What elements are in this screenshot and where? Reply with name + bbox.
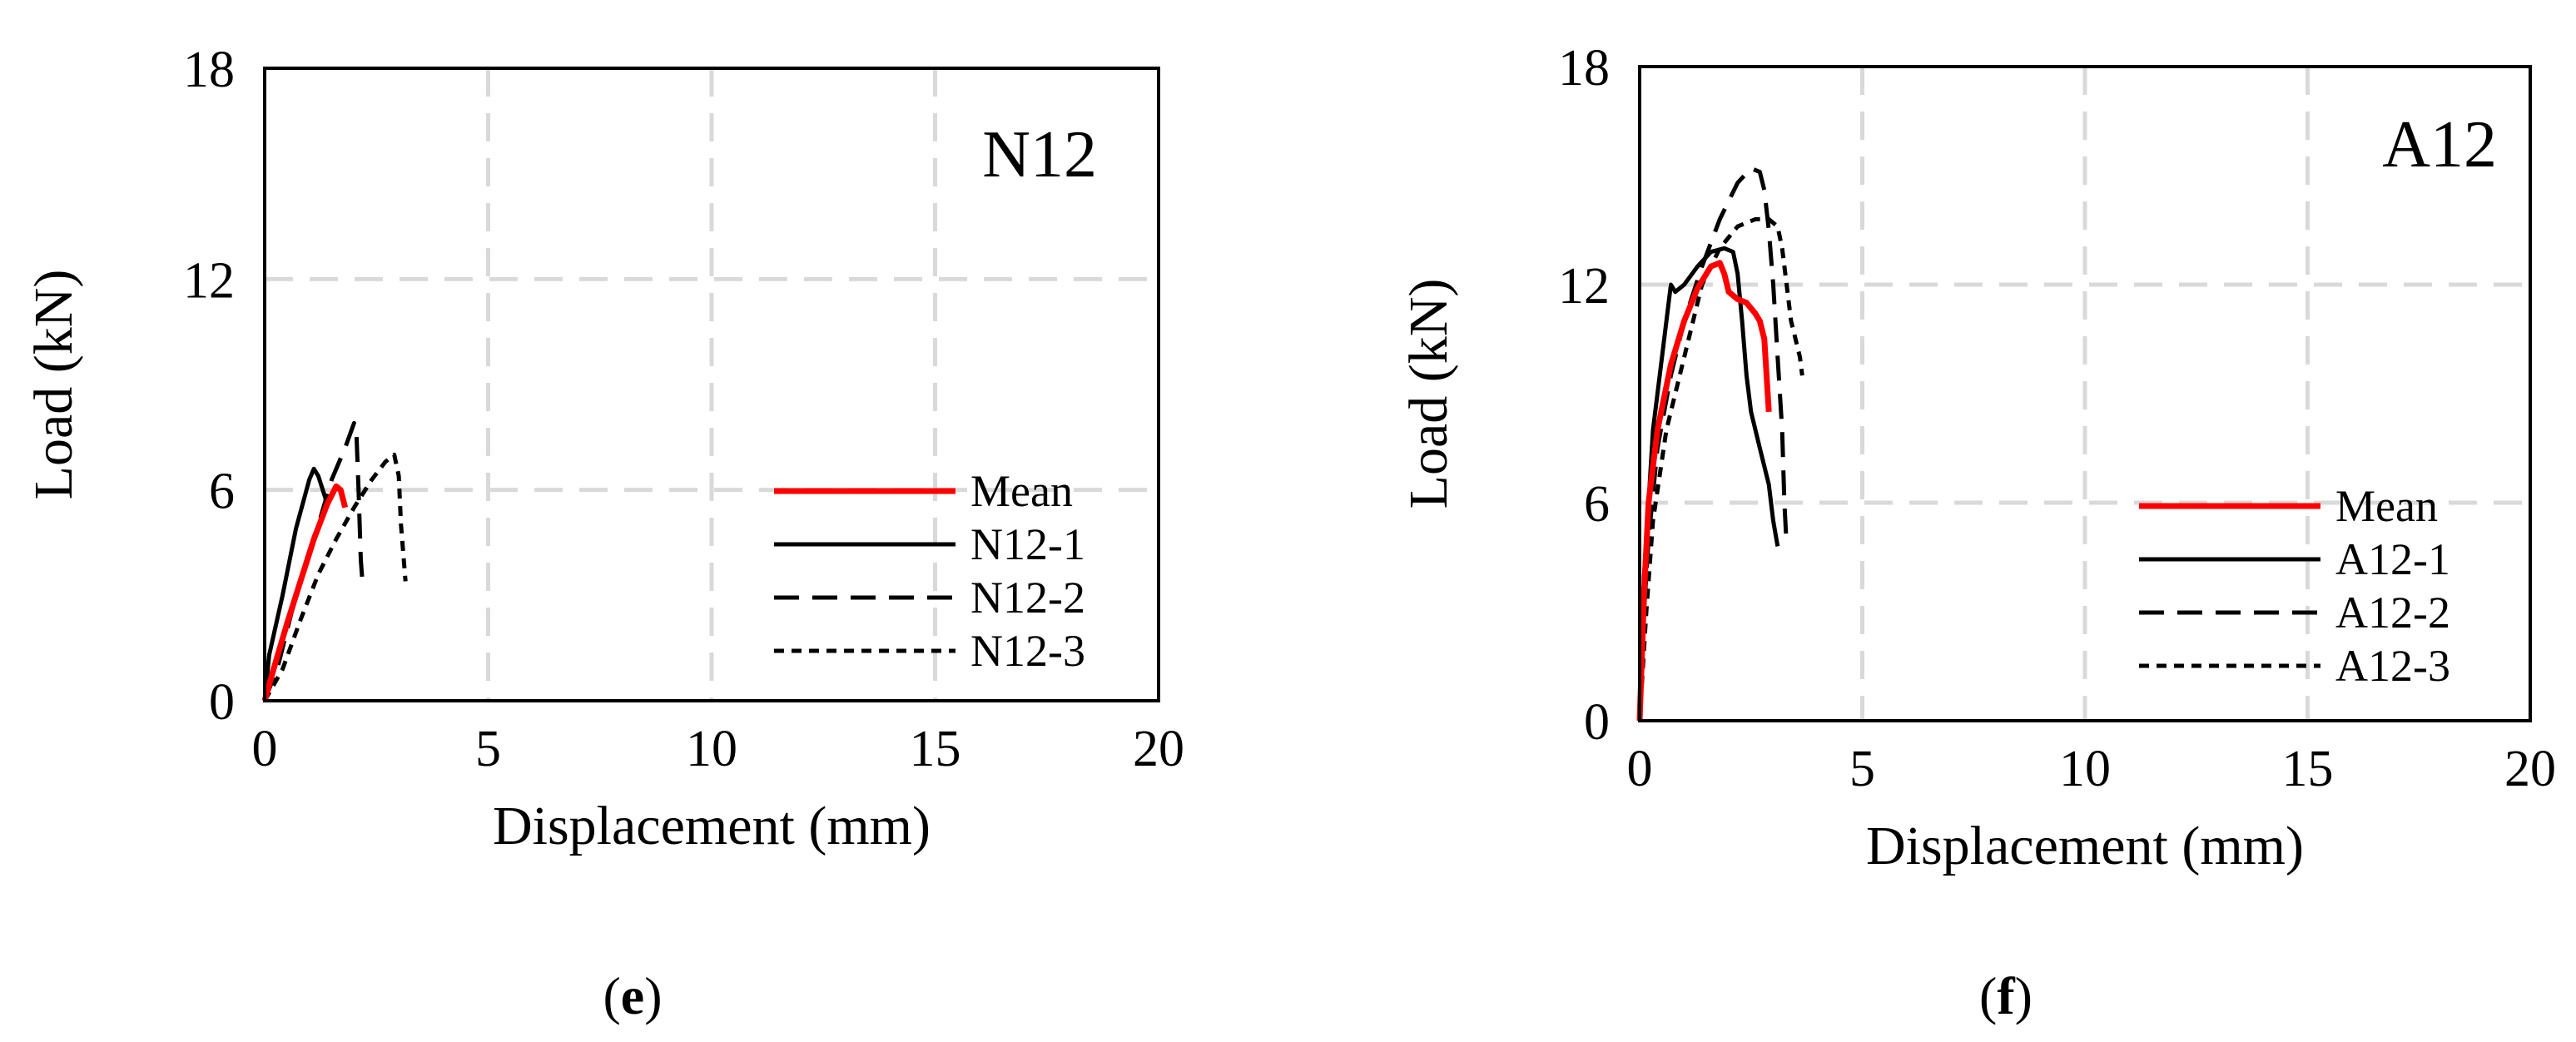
y-tick-label: 0 [209, 674, 235, 731]
x-axis-title: Displacement (mm) [493, 796, 931, 856]
x-tick-label: 20 [2504, 741, 2556, 797]
x-tick-label: 15 [2282, 741, 2334, 797]
x-tick-label: 5 [475, 721, 501, 777]
legend-label: A12-1 [2335, 534, 2450, 584]
panel-label: N12 [982, 118, 1097, 191]
y-axis-title: Load (kN) [1398, 279, 1459, 509]
panel-caption: (e) [603, 966, 662, 1025]
panel-caption: (f) [1979, 966, 2033, 1025]
y-tick-label: 18 [1558, 40, 1610, 97]
series-line-a12-2 [1637, 166, 1789, 722]
legend-label: Mean [970, 466, 1073, 516]
x-tick-label: 20 [1133, 721, 1184, 777]
x-axis-title: Displacement (mm) [1866, 816, 2304, 876]
series-line-n12-3 [262, 452, 408, 702]
legend-label: A12-3 [2335, 641, 2450, 691]
legend-label: N12-3 [970, 626, 1085, 676]
y-tick-label: 6 [1584, 476, 1610, 533]
legend-label: N12-1 [970, 519, 1085, 569]
y-tick-label: 12 [183, 252, 235, 309]
series-line-a12-3 [1637, 216, 1804, 722]
legend-label: A12-2 [2335, 588, 2450, 638]
y-tick-label: 0 [1584, 694, 1610, 751]
x-tick-label: 10 [2059, 741, 2111, 797]
x-tick-label: 0 [252, 721, 278, 777]
legend-label: N12-2 [970, 573, 1085, 623]
x-tick-label: 0 [1627, 741, 1653, 797]
series-line-mean [261, 483, 349, 702]
panel-label: A12 [2382, 108, 2497, 181]
y-axis-title: Load (kN) [23, 270, 84, 500]
x-tick-label: 10 [686, 721, 737, 777]
x-tick-label: 15 [910, 721, 961, 777]
legend-label: Mean [2335, 481, 2438, 531]
y-tick-label: 12 [1558, 258, 1610, 315]
plot-frame [263, 67, 1160, 702]
x-tick-label: 5 [1849, 741, 1875, 797]
series-line-mean [1636, 260, 1772, 722]
plot-frame [1638, 65, 2532, 722]
y-tick-label: 18 [183, 42, 235, 98]
series-line-n12-1 [262, 466, 330, 702]
y-tick-label: 6 [209, 464, 235, 520]
